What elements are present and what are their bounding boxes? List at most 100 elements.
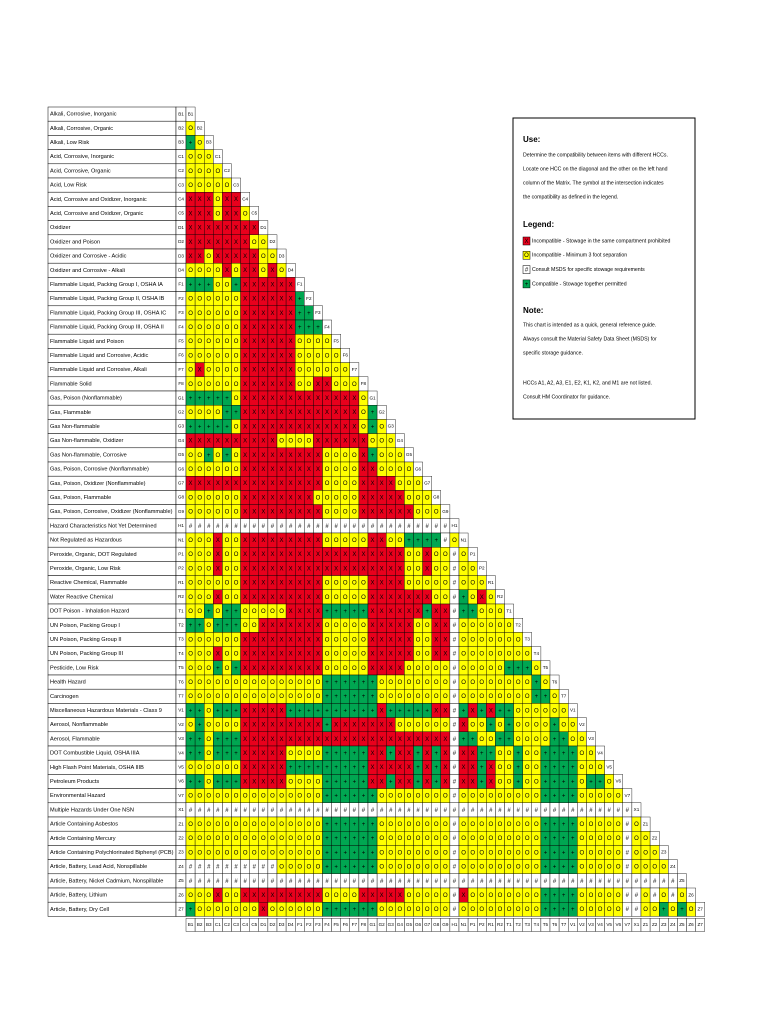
cell-symbol: X [343,410,347,416]
cell-symbol: + [216,666,220,672]
cell-symbol: X [270,311,274,317]
cell-symbol: O [206,723,211,729]
cell-symbol: O [334,382,339,388]
cell-symbol: X [343,439,347,445]
column-code: C3 [233,922,239,927]
cell-symbol: + [334,836,338,842]
cell-symbol: O [479,623,484,629]
row-code: R2 [178,594,184,599]
cell-symbol: O [388,453,393,459]
cell-symbol: O [607,893,612,899]
cell-symbol: + [343,779,347,785]
cell-symbol: O [407,836,412,842]
row-label: Alkali, Corrosive, Organic [50,126,113,132]
cell-symbol: X [480,595,484,601]
cell-symbol: + [353,694,357,700]
cell-symbol: + [362,765,366,771]
cell-symbol: X [289,453,293,459]
cell-symbol: O [407,467,412,473]
cell-symbol: O [589,836,594,842]
cell-symbol: X [434,637,438,643]
cell-symbol: O [607,850,612,856]
cell-symbol: X [252,396,256,402]
cell-symbol: + [353,779,357,785]
cell-symbol: X [289,666,293,672]
cell-symbol: O [225,907,230,913]
cell-symbol: X [252,893,256,899]
cell-symbol: X [307,595,311,601]
diagonal-code: F5 [333,339,339,344]
cell-symbol: + [544,822,548,828]
cell-symbol: O [225,510,230,516]
cell-symbol: O [197,453,202,459]
cell-symbol: X [198,439,202,445]
cell-symbol: O [188,126,193,132]
cell-symbol: O [580,907,585,913]
cell-symbol: X [207,226,211,232]
cell-symbol: O [325,368,330,374]
cell-symbol: + [362,609,366,615]
row-label: Article Containing Mercury [50,836,116,842]
cell-symbol: O [352,538,357,544]
diagonal-code: Z5 [679,878,685,883]
cell-symbol: O [443,666,448,672]
note-line: This chart is intended as a quick, gener… [523,322,656,328]
cell-symbol: # [243,524,247,530]
cell-symbol: O [525,907,530,913]
cell-symbol: O [525,850,530,856]
cell-symbol: X [207,481,211,487]
diagonal-code: G1 [369,395,376,400]
cell-symbol: + [189,779,193,785]
cell-symbol: X [298,581,302,587]
cell-symbol: O [461,822,466,828]
note-title: Note: [523,306,543,315]
cell-symbol: X [270,652,274,658]
cell-symbol: X [307,396,311,402]
row-label: Aerosol, Flammable [50,736,100,742]
cell-symbol: X [316,595,320,601]
cell-symbol: X [261,737,265,743]
cell-symbol: O [470,637,475,643]
cell-symbol: + [225,623,229,629]
cell-symbol: X [316,737,320,743]
cell-symbol: + [198,779,202,785]
cell-symbol: O [216,836,221,842]
cell-symbol: O [188,566,193,572]
cell-symbol: O [425,623,430,629]
cell-symbol: O [489,609,494,615]
cell-symbol: O [225,694,230,700]
cell-symbol: X [361,893,365,899]
cell-symbol: X [316,382,320,388]
cell-symbol: O [297,353,302,359]
cell-symbol: O [206,623,211,629]
cell-symbol: O [370,439,375,445]
cell-symbol: O [188,538,193,544]
row-code: G4 [178,438,185,443]
diagonal-code: Z7 [697,907,703,912]
cell-symbol: + [325,836,329,842]
cell-symbol: X [243,311,247,317]
cell-symbol: X [280,581,284,587]
cell-symbol: X [243,779,247,785]
cell-symbol: O [234,893,239,899]
cell-symbol: O [479,680,484,686]
cell-symbol: X [243,439,247,445]
cell-symbol: X [398,495,402,501]
cell-symbol: + [535,680,539,686]
cell-symbol: O [507,836,512,842]
cell-symbol: O [561,723,566,729]
cell-symbol: O [325,453,330,459]
cell-symbol: X [343,396,347,402]
row-code: F5 [178,339,184,344]
cell-symbol: X [289,368,293,374]
cell-symbol: O [188,453,193,459]
cell-symbol: X [252,538,256,544]
cell-symbol: O [288,836,293,842]
column-code: V3 [588,922,594,927]
column-code: C2 [224,922,230,927]
cell-symbol: X [298,737,302,743]
cell-symbol: O [243,836,248,842]
cell-symbol: O [388,538,393,544]
cell-symbol: O [343,652,348,658]
cell-symbol: X [343,566,347,572]
